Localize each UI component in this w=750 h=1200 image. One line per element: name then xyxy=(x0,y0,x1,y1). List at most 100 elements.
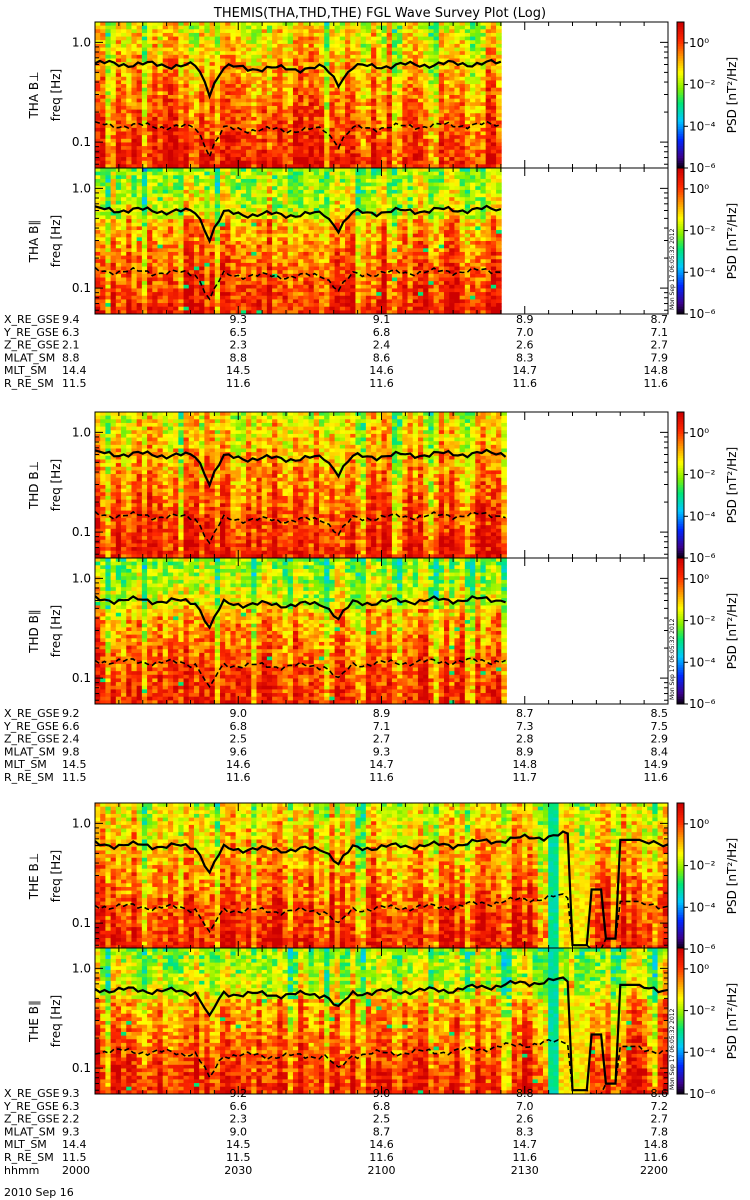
freq-tick-label: 0.1 xyxy=(72,525,91,539)
colorbar: 10⁰ 10⁻² 10⁻⁴ 10⁻⁶ PSD [nT²/Hz] xyxy=(676,557,739,711)
ephemeris-value: 14.4 xyxy=(62,364,87,377)
ephemeris-value: 8.6 xyxy=(373,351,391,364)
ephemeris-value: 8.4 xyxy=(651,745,669,758)
plot-title: THEMIS(THA,THD,THE) FGL Wave Survey Plot… xyxy=(213,6,546,21)
solid-freq-curve xyxy=(95,58,502,100)
dashed-freq-curve xyxy=(95,266,501,301)
ephemeris-value: 6.6 xyxy=(62,720,80,733)
dashed-freq-curve xyxy=(95,510,506,545)
freq-tick-label: 1.0 xyxy=(72,181,91,195)
time-tick-label: 2000 xyxy=(62,1164,90,1177)
ephemeris-value: 14.8 xyxy=(513,758,538,771)
freq-axis-label: freq [Hz] xyxy=(49,459,63,511)
colorbar: 10⁰ 10⁻² 10⁻⁴ 10⁻⁶ PSD [nT²/Hz] xyxy=(676,167,739,321)
colorbar-tick-label: 10⁻² xyxy=(689,78,716,92)
freq-axis-label: freq [Hz] xyxy=(49,995,63,1047)
ephemeris-row-name: X_RE_GSE xyxy=(4,313,60,326)
ephemeris-value: 8.7 xyxy=(373,1125,391,1138)
spectrogram xyxy=(95,948,668,1094)
ephemeris-value: 8.9 xyxy=(373,707,391,720)
panel-thd-bpar: 1.0 0.1 THD B∥ freq [Hz] 10⁰ 10⁻² 10⁻⁴ 10⁻⁶ PSD … xyxy=(27,557,739,711)
panel-label: THD B∥ xyxy=(27,609,41,654)
dashed-freq-curve xyxy=(95,1038,668,1094)
ephemeris-value: 11.5 xyxy=(226,1151,251,1164)
ephemeris-value: 9.0 xyxy=(230,1125,248,1138)
ephemeris-value: 2.2 xyxy=(62,1113,80,1126)
ephemeris-value: 9.3 xyxy=(62,1087,80,1100)
colorbar-tick-label: 10⁰ xyxy=(689,572,709,586)
ephemeris-row-name: X_RE_GSE xyxy=(4,1087,60,1100)
ephemeris-value: 2.5 xyxy=(230,733,248,746)
ephemeris-value: 8.6 xyxy=(651,1087,669,1100)
freq-tick-label: 1.0 xyxy=(72,961,91,975)
ephemeris-row-name: MLAT_SM xyxy=(4,745,55,758)
ephemeris-value: 11.6 xyxy=(644,771,669,784)
colorbar-tick-label: 10⁻² xyxy=(689,468,716,482)
ephemeris-row-name: R_RE_SM xyxy=(4,377,54,390)
ephemeris-value: 14.5 xyxy=(226,364,251,377)
ephemeris-value: 7.1 xyxy=(373,720,391,733)
ephemeris-value: 2.7 xyxy=(373,733,391,746)
colorbar-tick-label: 10⁻⁴ xyxy=(689,509,716,523)
panel-the-bperp: 1.0 0.1 THE B⊥ freq [Hz] 10⁰ 10⁻² 10⁻⁴ 10⁻⁶ PSD … xyxy=(27,802,739,956)
colorbar-label: PSD [nT²/Hz] xyxy=(725,983,739,1059)
ephemeris-value: 7.9 xyxy=(651,351,669,364)
colorbar-label: PSD [nT²/Hz] xyxy=(725,447,739,523)
ephemeris-row-name: Z_RE_GSE xyxy=(4,733,60,746)
ephemeris-value: 7.8 xyxy=(651,1125,669,1138)
ephemeris-value: 9.1 xyxy=(373,313,391,326)
timestamp-stamp: Mon Sep 17 06:05:32 2012 xyxy=(669,1008,676,1090)
ephemeris-value: 9.0 xyxy=(373,1087,391,1100)
ephemeris-value: 11.6 xyxy=(226,771,251,784)
ephemeris-row-name: MLAT_SM xyxy=(4,351,55,364)
colorbar-tick-label: 10⁻⁶ xyxy=(689,161,716,175)
spectrogram-panels: 1.0 0.1 THA B⊥ freq [Hz] 10⁰ 10⁻² 10⁻⁴ 10⁻⁶ PSD … xyxy=(27,21,739,1101)
ephemeris-value: 9.3 xyxy=(373,745,391,758)
ephemeris-value: 11.7 xyxy=(513,771,538,784)
ephemeris-value: 14.6 xyxy=(369,1138,394,1151)
ephemeris-value: 7.1 xyxy=(651,326,669,339)
colorbar-tick-label: 10⁻⁴ xyxy=(689,265,716,279)
ephemeris-value: 2.3 xyxy=(230,339,248,352)
colorbar-tick-label: 10⁻⁶ xyxy=(689,942,716,956)
ephemeris-row-name: Y_RE_GSE xyxy=(3,1100,59,1113)
ephemeris-value: 14.5 xyxy=(226,1138,251,1151)
spectrogram xyxy=(95,803,668,949)
time-axis-label: hhmm xyxy=(4,1164,39,1177)
ephemeris-value: 6.6 xyxy=(230,1100,248,1113)
ephemeris-value: 6.3 xyxy=(62,326,80,339)
ephemeris-value: 7.0 xyxy=(516,1100,534,1113)
colorbar-tick-label: 10⁻⁴ xyxy=(689,655,716,669)
panel-tha-bpar: 1.0 0.1 THA B∥ freq [Hz] 10⁰ 10⁻² 10⁻⁴ 10⁻⁶ PSD … xyxy=(27,167,739,321)
ephemeris-value: 14.6 xyxy=(226,758,251,771)
ephemeris-value: 14.7 xyxy=(513,364,538,377)
ephemeris-value: 9.0 xyxy=(230,707,248,720)
colorbar-tick-label: 10⁻² xyxy=(689,1004,716,1018)
time-axis-row: hhmm 2000 2030 2100 2130 2200 xyxy=(4,1164,668,1177)
colorbar-tick-label: 10⁰ xyxy=(689,182,709,196)
ephemeris-value: 7.2 xyxy=(651,1100,669,1113)
freq-tick-label: 1.0 xyxy=(72,35,91,49)
colorbar-frame xyxy=(676,557,685,705)
colorbar: 10⁰ 10⁻² 10⁻⁴ 10⁻⁶ PSD [nT²/Hz] xyxy=(676,21,739,175)
colorbar-tick-label: 10⁻⁶ xyxy=(689,697,716,711)
ephemeris-value: 11.6 xyxy=(513,1151,538,1164)
ephemeris-value: 8.3 xyxy=(516,351,534,364)
ephemeris-value: 14.8 xyxy=(644,1138,669,1151)
colorbar-frame xyxy=(676,167,685,315)
ephemeris-value: 9.2 xyxy=(230,1087,248,1100)
colorbar-tick-label: 10⁻⁶ xyxy=(689,307,716,321)
solid-freq-curve xyxy=(95,595,506,630)
ephemeris-row-name: X_RE_GSE xyxy=(4,707,60,720)
colorbar-label: PSD [nT²/Hz] xyxy=(725,838,739,914)
ephemeris-value: 2.7 xyxy=(651,1113,669,1126)
ephemeris-row-name: MLT_SM xyxy=(4,758,47,771)
colorbar-tick-label: 10⁻² xyxy=(689,614,716,628)
ephemeris-value: 11.6 xyxy=(369,377,394,390)
colorbar: 10⁰ 10⁻² 10⁻⁴ 10⁻⁶ PSD [nT²/Hz] xyxy=(676,947,739,1101)
ephemeris-the: X_RE_GSE 9.3 9.2 9.0 8.8 8.6Y_RE_GSE 6.3 6.6 6.8… xyxy=(3,1087,668,1164)
freq-tick-label: 0.1 xyxy=(72,135,91,149)
ephemeris-row-name: Y_RE_GSE xyxy=(3,720,59,733)
ephemeris-value: 11.5 xyxy=(62,771,87,784)
ephemeris-value: 11.5 xyxy=(62,377,87,390)
